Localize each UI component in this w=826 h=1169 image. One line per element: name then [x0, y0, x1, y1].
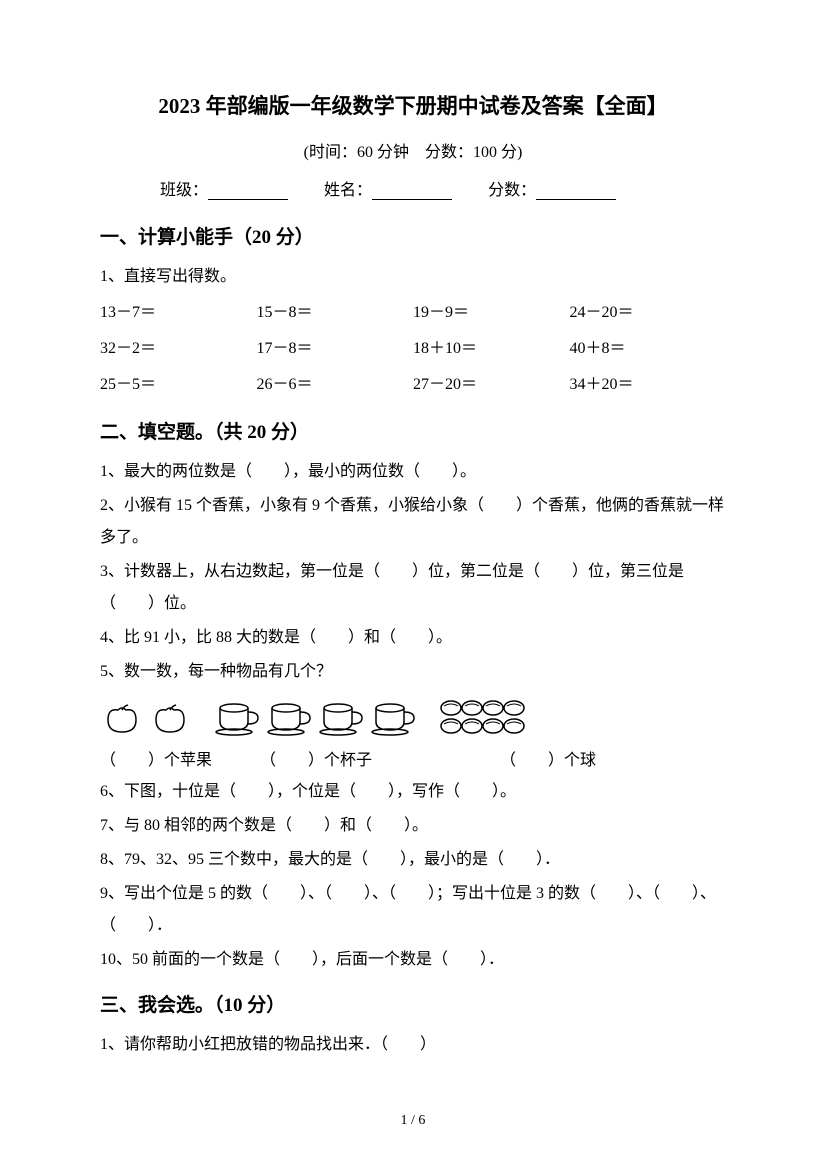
- calc-row: 32－2＝ 17－8＝ 18＋10＝ 40＋8＝: [100, 331, 726, 367]
- section1-heading: 一、计算小能手（20 分）: [100, 222, 726, 249]
- s2-q7: 7、与 80 相邻的两个数是（ ）和（ ）。: [100, 810, 726, 842]
- q5-label-ball: （ ）个球: [500, 746, 680, 770]
- s2-q6: 6、下图，十位是（ ），个位是（ ），写作（ ）。: [100, 776, 726, 808]
- calc-cell: 34＋20＝: [570, 367, 727, 403]
- ball-group: [436, 696, 526, 740]
- s2-q8: 8、79、32、95 三个数中，最大的是（ ），最小的是（ ）．: [100, 844, 726, 876]
- calc-cell: 27－20＝: [413, 367, 570, 403]
- calc-cell: 24－20＝: [570, 295, 727, 331]
- page-footer: 1 / 6: [0, 1113, 826, 1129]
- cup-group: [212, 698, 416, 738]
- cup-icon: [368, 698, 416, 738]
- cup-icon: [264, 698, 312, 738]
- s2-q9: 9、写出个位是 5 的数（ ）、（ ）、（ ）；写出十位是 3 的数（ ）、（ …: [100, 878, 726, 942]
- calc-cell: 40＋8＝: [570, 331, 727, 367]
- s2-q5: 5、数一数，每一种物品有几个？: [100, 656, 726, 688]
- apple-group: [100, 700, 192, 736]
- calc-cell: 19－9＝: [413, 295, 570, 331]
- score-blank: [536, 182, 616, 200]
- s2-q4: 4、比 91 小，比 88 大的数是（ ）和（ ）。: [100, 622, 726, 654]
- calc-cell: 13－7＝: [100, 295, 257, 331]
- apple-icon: [100, 700, 144, 736]
- cup-icon: [212, 698, 260, 738]
- q5-label-apple: （ ）个苹果: [100, 746, 260, 770]
- calc-row: 13－7＝ 15－8＝ 19－9＝ 24－20＝: [100, 295, 726, 331]
- score-label: 分数：: [488, 182, 536, 199]
- name-blank: [372, 182, 452, 200]
- name-label: 姓名：: [324, 182, 372, 199]
- section2-heading: 二、填空题。（共 20 分）: [100, 417, 726, 444]
- class-label: 班级：: [160, 182, 208, 199]
- calc-cell: 32－2＝: [100, 331, 257, 367]
- student-info-line: 班级： 姓名： 分数：: [100, 176, 726, 200]
- calc-cell: 17－8＝: [257, 331, 414, 367]
- s3-q1: 1、请你帮助小红把放错的物品找出来．（ ）: [100, 1029, 726, 1061]
- q5-label-cup: （ ）个杯子: [260, 746, 500, 770]
- s2-q3: 3、计数器上，从右边数起，第一位是（ ）位，第二位是（ ）位，第三位是（ ）位。: [100, 556, 726, 620]
- s2-q2: 2、小猴有 15 个香蕉，小象有 9 个香蕉，小猴给小象（ ）个香蕉，他俩的香蕉…: [100, 490, 726, 554]
- exam-title: 2023 年部编版一年级数学下册期中试卷及答案【全面】: [100, 90, 726, 120]
- q5-images-row: [100, 696, 726, 740]
- calc-cell: 15－8＝: [257, 295, 414, 331]
- cup-icon: [316, 698, 364, 738]
- section3-heading: 三、我会选。（10 分）: [100, 990, 726, 1017]
- calc-cell: 18＋10＝: [413, 331, 570, 367]
- balls-icon: [436, 696, 526, 740]
- calc-row: 25－5＝ 26－6＝ 27－20＝ 34＋20＝: [100, 367, 726, 403]
- calc-cell: 25－5＝: [100, 367, 257, 403]
- exam-subtitle: (时间：60 分钟 分数：100 分): [100, 138, 726, 162]
- class-blank: [208, 182, 288, 200]
- s1-q1-label: 1、直接写出得数。: [100, 261, 726, 293]
- apple-icon: [148, 700, 192, 736]
- q5-labels-row: （ ）个苹果 （ ）个杯子 （ ）个球: [100, 746, 726, 770]
- calc-table: 13－7＝ 15－8＝ 19－9＝ 24－20＝ 32－2＝ 17－8＝ 18＋…: [100, 295, 726, 403]
- s2-q10: 10、50 前面的一个数是（ ），后面一个数是（ ）．: [100, 944, 726, 976]
- calc-cell: 26－6＝: [257, 367, 414, 403]
- s2-q1: 1、最大的两位数是（ ），最小的两位数（ ）。: [100, 456, 726, 488]
